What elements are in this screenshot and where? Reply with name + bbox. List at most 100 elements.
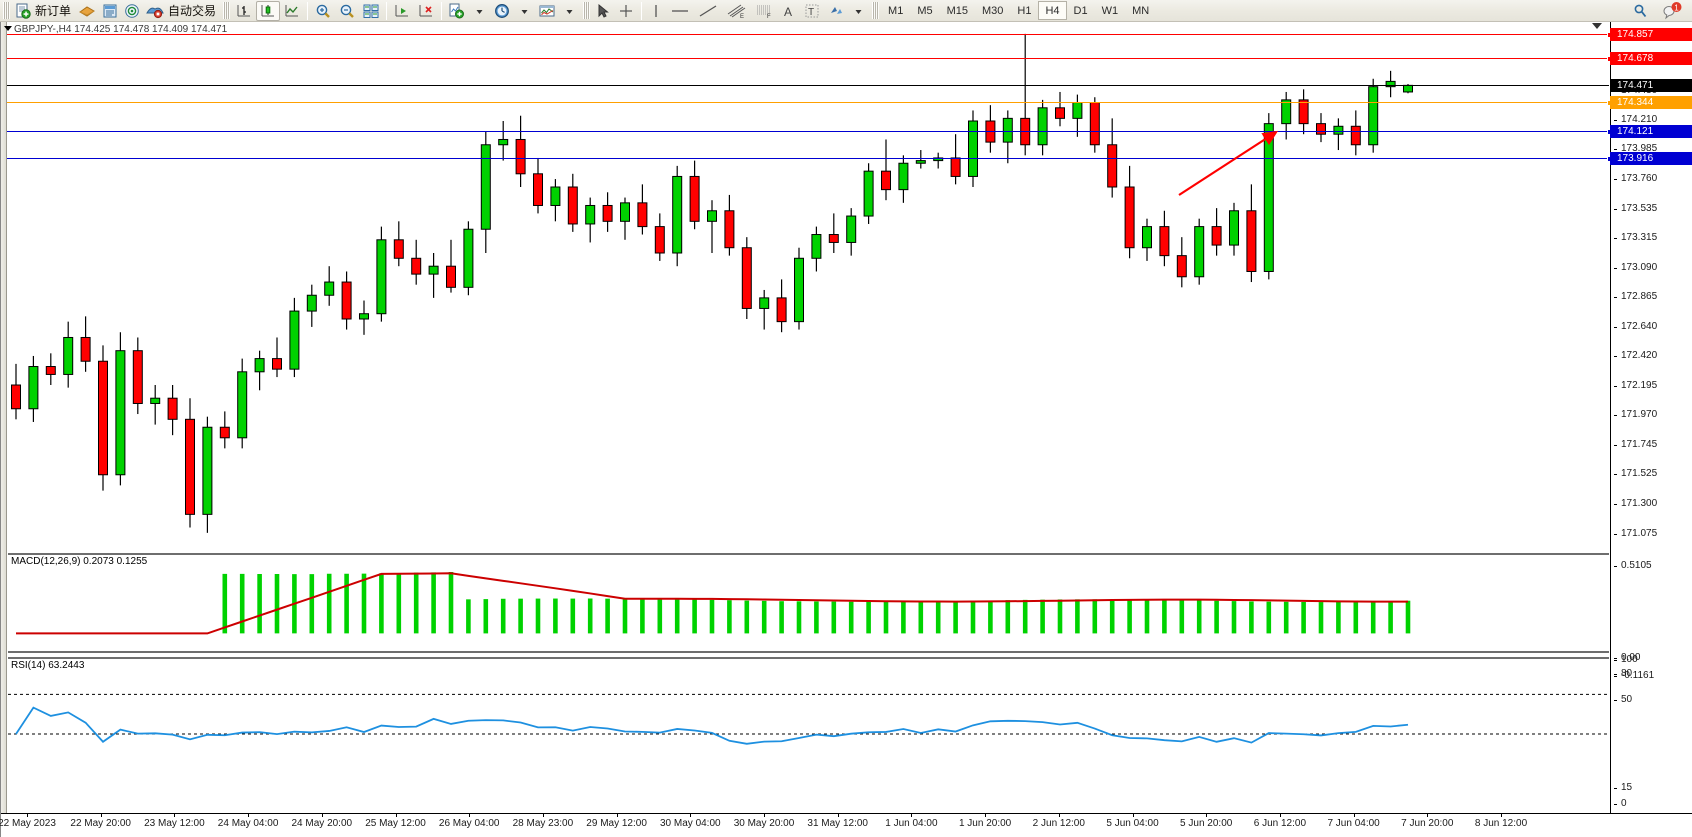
fibonacci-icon[interactable]: F bbox=[750, 1, 778, 21]
price-tag-pivot[interactable]: 174.344 bbox=[1610, 95, 1692, 109]
timeframe-h1[interactable]: H1 bbox=[1017, 4, 1032, 17]
timeframe-m30[interactable]: M30 bbox=[982, 4, 1004, 17]
text-icon[interactable]: A bbox=[778, 1, 800, 21]
toolbar-grip-3[interactable] bbox=[583, 2, 591, 19]
time-label: 22 May 20:00 bbox=[70, 818, 131, 829]
horizontal-line-icon[interactable] bbox=[666, 1, 694, 21]
chart-title: GBPJPY-,H4 174.425 174.478 174.409 174.4… bbox=[14, 24, 228, 35]
autotrading-icon[interactable] bbox=[143, 1, 167, 21]
rsi-tick: 80 bbox=[1614, 668, 1692, 679]
rsi-plot bbox=[8, 693, 1610, 745]
price-level-line-2[interactable] bbox=[7, 85, 1609, 87]
timeframe-m15[interactable]: M15 bbox=[946, 4, 968, 17]
data-window-icon[interactable] bbox=[99, 1, 121, 21]
price-level-line-1[interactable] bbox=[7, 55, 1613, 62]
draw-objects-chevron-down-icon[interactable] bbox=[848, 1, 869, 21]
zoom-out-icon[interactable] bbox=[335, 1, 359, 21]
draw-objects-icon[interactable] bbox=[824, 1, 848, 21]
rsi-label: RSI(14) 63.2443 bbox=[11, 660, 85, 671]
chart-window[interactable]: GBPJPY-,H4 174.425 174.478 174.409 174.4… bbox=[0, 22, 1692, 837]
indicators-chevron-down-icon[interactable] bbox=[469, 1, 490, 21]
time-label: 2 Jun 12:00 bbox=[1032, 818, 1085, 829]
templates-icon[interactable] bbox=[535, 1, 559, 21]
vertical-line-icon[interactable] bbox=[645, 1, 666, 21]
time-label: 5 Jun 20:00 bbox=[1180, 818, 1233, 829]
svg-text:E: E bbox=[740, 14, 744, 19]
new-order-icon[interactable] bbox=[12, 1, 34, 21]
price-tag-last-price[interactable]: 174.471 bbox=[1610, 79, 1692, 93]
macd-tick: 0.5105 bbox=[1614, 560, 1692, 571]
cursor-icon[interactable] bbox=[592, 1, 614, 21]
price-axis[interactable]: 173.760 173.535 173.315 173.090 172.865 172.6… bbox=[1610, 22, 1692, 813]
price-level-line-3[interactable] bbox=[7, 99, 1613, 106]
timeframe-m1[interactable]: M1 bbox=[888, 4, 904, 17]
rsi-pane[interactable]: RSI(14) 63.2443 bbox=[8, 657, 1610, 809]
bar-chart-icon[interactable] bbox=[232, 1, 256, 21]
autotrading-button[interactable]: 自动交易 bbox=[168, 4, 217, 18]
timeframe-w1[interactable]: W1 bbox=[1101, 4, 1119, 17]
chart-menu-arrow-icon[interactable] bbox=[4, 26, 12, 31]
toolbar-grip-4[interactable] bbox=[872, 2, 880, 19]
price-tick: 172.865 bbox=[1614, 291, 1692, 302]
time-label: 31 May 12:00 bbox=[807, 818, 868, 829]
candlestick-plot bbox=[11, 33, 1413, 533]
price-tick: 173.315 bbox=[1614, 232, 1692, 243]
price-tick: 171.525 bbox=[1614, 468, 1692, 479]
new-order-button[interactable]: 新订单 bbox=[35, 4, 72, 18]
toolbar-grip[interactable] bbox=[3, 2, 10, 19]
time-label: 24 May 04:00 bbox=[217, 818, 279, 829]
candlestick-chart-icon[interactable] bbox=[256, 0, 281, 21]
timeframe-d1[interactable]: D1 bbox=[1073, 4, 1088, 17]
timeframe-m5[interactable]: M5 bbox=[917, 4, 933, 17]
alert-badge-count: 1 bbox=[1674, 3, 1679, 12]
periods-icon[interactable] bbox=[490, 1, 514, 21]
time-label: 6 Jun 12:00 bbox=[1253, 818, 1307, 829]
time-axis[interactable]: 22 May 2023 22 May 20:00 23 May 12:00 24 Ma… bbox=[0, 813, 1692, 837]
price-tag-resistance[interactable]: 174.678 bbox=[1610, 51, 1692, 65]
macd-tick: -0.1161 bbox=[1614, 670, 1692, 681]
macd-tick: 0.00 bbox=[1614, 652, 1692, 663]
text-label-icon[interactable]: T bbox=[800, 1, 824, 21]
price-tick: 172.420 bbox=[1614, 350, 1692, 361]
rsi-tick: 50 bbox=[1614, 694, 1692, 705]
time-label: 26 May 04:00 bbox=[438, 818, 500, 829]
time-label: 24 May 20:00 bbox=[291, 818, 353, 829]
timeframe-h4[interactable]: H4 bbox=[1038, 1, 1067, 20]
shift-end-icon[interactable] bbox=[390, 1, 414, 21]
price-tag-support[interactable]: 174.121 bbox=[1610, 125, 1692, 139]
auto-scroll-icon[interactable] bbox=[414, 1, 438, 21]
trendline-icon[interactable] bbox=[694, 1, 722, 21]
price-pane[interactable] bbox=[8, 22, 1609, 550]
price-tick: 171.300 bbox=[1614, 498, 1692, 509]
zoom-in-icon[interactable] bbox=[311, 1, 335, 21]
price-level-line-4[interactable] bbox=[7, 129, 1613, 136]
macd-plot bbox=[16, 572, 1411, 635]
price-tag-resistance[interactable]: 174.857 bbox=[1610, 28, 1692, 42]
price-tick: 171.970 bbox=[1614, 409, 1692, 420]
chevron-down-icon[interactable] bbox=[1592, 23, 1602, 29]
price-tick: 173.760 bbox=[1614, 173, 1692, 184]
periods-chevron-down-icon[interactable] bbox=[514, 1, 535, 21]
rsi-tick: 15 bbox=[1614, 782, 1692, 793]
price-level-line-5[interactable] bbox=[7, 156, 1613, 163]
templates-chevron-down-icon[interactable] bbox=[559, 1, 580, 21]
macd-pane[interactable]: MACD(12,26,9) 0.2073 0.1255 bbox=[8, 553, 1609, 653]
price-tag-support[interactable]: 173.916 bbox=[1610, 152, 1692, 166]
time-label: 7 Jun 04:00 bbox=[1327, 818, 1380, 829]
toolbar-grip-2[interactable] bbox=[223, 2, 231, 19]
alerts-icon[interactable]: 1 bbox=[1658, 1, 1686, 21]
rsi-tick: 100 bbox=[1614, 654, 1692, 665]
svg-text:F: F bbox=[767, 14, 771, 19]
crosshair-icon[interactable] bbox=[614, 1, 638, 21]
equidistant-channel-icon[interactable]: E bbox=[722, 1, 750, 21]
timeframe-mn[interactable]: MN bbox=[1132, 4, 1150, 17]
expert-advisors-icon[interactable] bbox=[75, 1, 99, 21]
time-label: 5 Jun 04:00 bbox=[1106, 818, 1159, 829]
line-chart-icon[interactable] bbox=[280, 1, 304, 21]
navigator-icon[interactable] bbox=[121, 1, 143, 21]
search-icon[interactable] bbox=[1629, 1, 1652, 21]
indicators-icon[interactable] bbox=[445, 1, 469, 21]
svg-text:A: A bbox=[784, 5, 792, 19]
tile-windows-icon[interactable] bbox=[359, 1, 383, 21]
price-level-line-0[interactable] bbox=[7, 32, 1613, 39]
